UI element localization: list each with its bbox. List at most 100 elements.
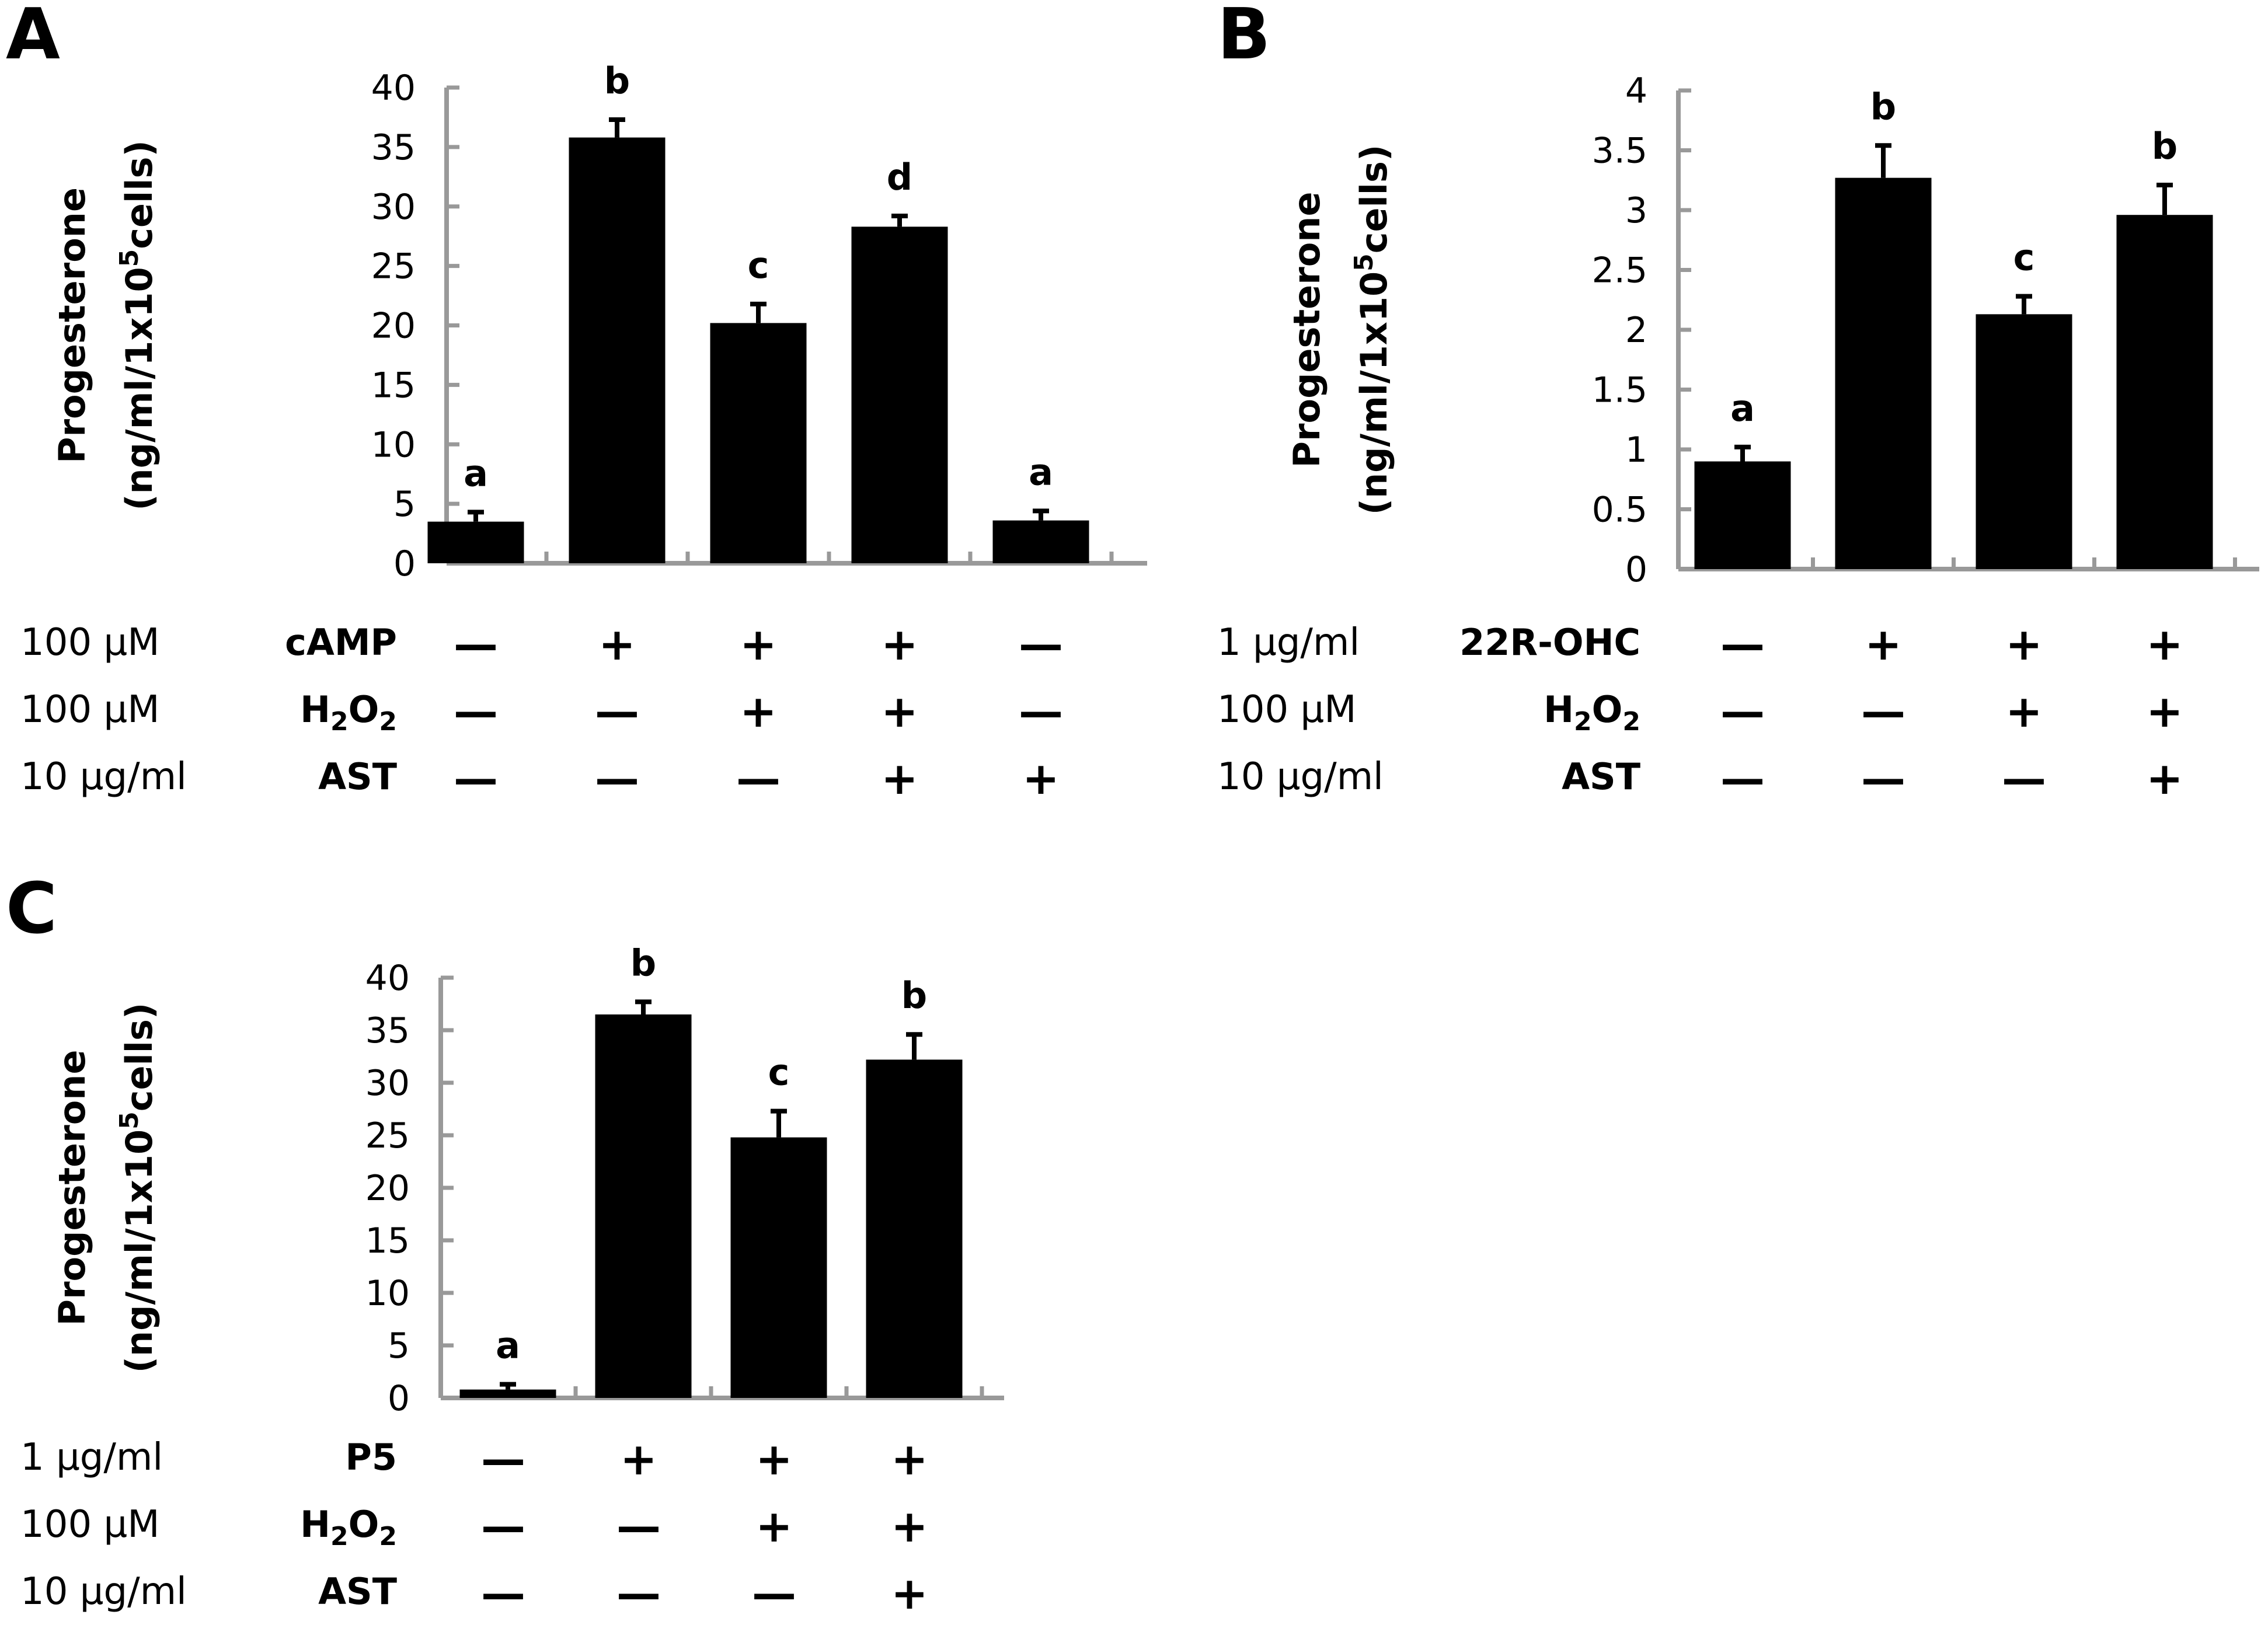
plus-sign: + xyxy=(2146,685,2183,737)
panel-letter: B xyxy=(1217,0,1270,75)
plus-sign: + xyxy=(2146,618,2183,670)
agent-name-tail: O xyxy=(1592,688,1623,731)
y-axis-label-line2: (ng/ml/1x105cells) xyxy=(114,140,161,511)
y-axis-label-line1: Progesterone xyxy=(51,187,93,463)
agent-subscript: 2 xyxy=(1622,707,1640,737)
minus-sign: — xyxy=(1720,685,1765,737)
y-tick-label: 0.5 xyxy=(1592,490,1647,531)
significance-label: a xyxy=(1029,451,1053,493)
agent-name: H xyxy=(1544,688,1574,731)
minus-sign: — xyxy=(616,1500,661,1552)
minus-sign: — xyxy=(2002,752,2046,804)
y-axis-label-line1: Progesterone xyxy=(51,1050,93,1326)
plus-sign: + xyxy=(740,685,777,737)
y-tick-label: 1 xyxy=(1625,430,1647,470)
significance-label: a xyxy=(1730,387,1755,430)
treatment-concentration: 1 μg/ml xyxy=(20,1436,163,1479)
minus-sign: — xyxy=(1861,752,1905,804)
y-tick-label: 20 xyxy=(371,306,416,347)
y-axis-label-superscript: 5 xyxy=(114,1111,144,1129)
treatment-agent: H2O2 xyxy=(1544,688,1640,737)
y-axis-label-superscript: 5 xyxy=(1349,253,1379,271)
treatment-concentration: 100 μM xyxy=(20,1503,159,1546)
y-axis-label-superscript: 5 xyxy=(114,249,144,267)
agent-name: 22R-OHC xyxy=(1459,621,1640,664)
y-axis-label-line2: (ng/ml/1x105cells) xyxy=(1349,145,1395,515)
minus-sign: — xyxy=(1861,685,1905,737)
treatment-concentration: 10 μg/ml xyxy=(20,755,187,798)
panel-letter: A xyxy=(6,0,60,75)
treatment-concentration: 10 μg/ml xyxy=(20,1570,187,1613)
treatment-concentration: 100 μM xyxy=(1217,688,1356,731)
y-tick-label: 10 xyxy=(371,424,416,465)
plus-sign: + xyxy=(755,1500,793,1552)
minus-sign: — xyxy=(1019,685,1063,737)
agent-name: AST xyxy=(1562,755,1640,798)
plus-sign: + xyxy=(2005,685,2043,737)
significance-label: b xyxy=(1870,85,1896,128)
minus-sign: — xyxy=(1720,618,1765,670)
agent-subscript: 2 xyxy=(1574,707,1592,737)
y-axis-label-line2: (ng/ml/1x105cells) xyxy=(114,1003,161,1373)
y-tick-label: 15 xyxy=(371,365,416,406)
y-tick-label: 5 xyxy=(393,484,416,525)
plus-sign: + xyxy=(891,1567,928,1619)
plus-sign: + xyxy=(740,618,777,670)
minus-sign: — xyxy=(454,618,498,670)
agent-name-tail: O xyxy=(349,1503,379,1546)
agent-name: AST xyxy=(318,1570,397,1613)
plus-sign: + xyxy=(620,1433,657,1485)
minus-sign: — xyxy=(752,1567,796,1619)
bar xyxy=(1835,177,1932,569)
plus-sign: + xyxy=(881,752,918,804)
bar xyxy=(595,1014,692,1398)
bar xyxy=(1976,314,2072,569)
minus-sign: — xyxy=(454,752,498,804)
treatment-agent: AST xyxy=(1562,755,1640,798)
y-tick-label: 25 xyxy=(371,246,416,287)
agent-name-tail: O xyxy=(349,688,379,731)
bar xyxy=(1694,461,1791,569)
bar xyxy=(710,323,807,563)
agent-subscript: 2 xyxy=(379,707,397,737)
plus-sign: + xyxy=(891,1500,928,1552)
y-axis-label-unit-end: cells) xyxy=(1353,145,1395,254)
bar xyxy=(569,137,666,563)
significance-label: a xyxy=(464,452,488,494)
agent-name: cAMP xyxy=(285,621,397,664)
agent-subscript: 2 xyxy=(379,1522,397,1551)
y-axis-label-unit-end: cells) xyxy=(118,1003,161,1112)
minus-sign: — xyxy=(481,1433,525,1485)
minus-sign: — xyxy=(454,685,498,737)
bar xyxy=(866,1059,963,1398)
y-axis-label-unit: (ng/ml/1x10 xyxy=(118,1129,161,1373)
agent-subscript: 2 xyxy=(330,1522,349,1551)
plus-sign: + xyxy=(891,1433,928,1485)
treatment-concentration: 10 μg/ml xyxy=(1217,755,1384,798)
significance-label: c xyxy=(748,244,769,287)
significance-label: d xyxy=(887,156,912,198)
y-tick-label: 0 xyxy=(1625,549,1647,590)
y-tick-label: 40 xyxy=(371,68,416,109)
y-tick-label: 15 xyxy=(365,1220,410,1261)
treatment-agent: H2O2 xyxy=(300,688,397,737)
y-tick-label: 30 xyxy=(371,187,416,228)
significance-label: a xyxy=(496,1324,520,1367)
bar xyxy=(992,520,1089,563)
minus-sign: — xyxy=(481,1500,525,1552)
y-tick-label: 2.5 xyxy=(1592,250,1647,291)
plus-sign: + xyxy=(1022,752,1060,804)
minus-sign: — xyxy=(595,752,639,804)
bar xyxy=(2116,215,2213,569)
minus-sign: — xyxy=(595,685,639,737)
y-axis-label-unit: (ng/ml/1x10 xyxy=(1353,271,1395,515)
bar xyxy=(459,1389,556,1398)
treatment-agent: AST xyxy=(318,755,397,798)
minus-sign: — xyxy=(1720,752,1765,804)
y-tick-label: 1.5 xyxy=(1592,370,1647,411)
minus-sign: — xyxy=(736,752,781,804)
y-tick-label: 3 xyxy=(1625,190,1647,231)
